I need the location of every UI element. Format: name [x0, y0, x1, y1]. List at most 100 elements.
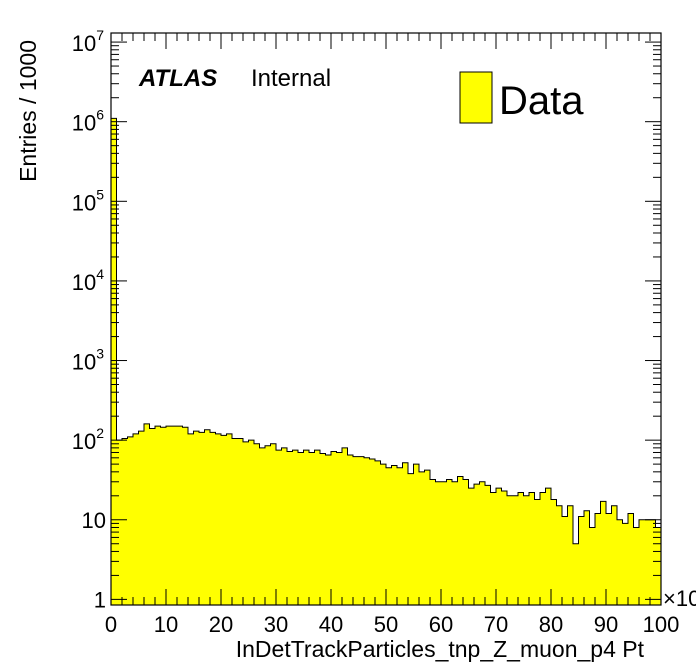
histogram-bar: [518, 492, 524, 605]
y-tick-label: 105: [72, 186, 104, 215]
histogram-bar: [336, 452, 343, 605]
histogram-bar: [149, 428, 156, 605]
histogram-bar: [501, 490, 508, 605]
histogram-bar: [314, 450, 321, 605]
histogram-bar: [254, 443, 260, 605]
histogram-bar: [551, 499, 557, 605]
histogram-bar: [369, 458, 376, 605]
histogram-bar: [567, 505, 574, 605]
x-tick-label: 60: [429, 612, 453, 637]
histogram-bar: [496, 488, 502, 605]
histogram-bar: [606, 513, 612, 605]
histogram-bar: [562, 516, 568, 605]
histogram-bar: [595, 513, 601, 605]
histogram-bar: [204, 429, 211, 605]
histogram-bar: [320, 453, 326, 605]
histogram-bar: [589, 527, 596, 605]
histogram-bar: [380, 464, 387, 605]
histogram-bar: [138, 431, 145, 605]
histogram-bar: [270, 443, 277, 605]
histogram-bars: [111, 118, 662, 606]
histogram-bar: [446, 479, 453, 605]
histogram-bar: [435, 481, 442, 605]
histogram-bar: [166, 426, 172, 605]
x-tick-label: 10: [154, 612, 178, 637]
histogram-bar: [622, 523, 629, 605]
histogram-bar: [397, 467, 403, 605]
x-tick-label: 80: [539, 612, 563, 637]
histogram-bar: [160, 427, 167, 605]
histogram-bar: [287, 451, 293, 605]
y-tick-label: 10: [82, 508, 106, 533]
histogram-bar: [430, 479, 436, 605]
histogram-bar: [617, 519, 623, 605]
histogram-bar: [303, 450, 310, 605]
y-tick-label: 106: [72, 107, 104, 136]
histogram-bar: [578, 516, 585, 605]
histogram-bar: [281, 447, 288, 605]
histogram-bar: [463, 479, 469, 605]
histogram-bar: [391, 465, 398, 605]
histogram-bar: [452, 481, 458, 605]
histogram-bar: [325, 455, 332, 605]
histogram-bar: [507, 495, 513, 605]
histogram-bar: [298, 452, 304, 605]
histogram-bar: [358, 456, 365, 605]
histogram-bar: [512, 495, 519, 605]
histogram-bar: [248, 440, 255, 605]
histogram-bar: [342, 447, 348, 605]
histogram-bar: [639, 519, 645, 605]
histogram-bar: [364, 457, 370, 605]
histogram-bar: [402, 462, 409, 605]
histogram-bar: [413, 464, 420, 605]
histogram-bar: [529, 492, 535, 605]
legend: Data: [459, 71, 584, 124]
histogram-bar: [243, 441, 249, 605]
histogram-bar: [259, 447, 266, 605]
histogram-bar: [155, 426, 161, 605]
histogram-bar: [628, 513, 634, 605]
histogram-bar: [408, 473, 414, 605]
histogram-bar: [584, 510, 590, 605]
histogram-bar: [353, 456, 359, 605]
histogram-bar: [540, 492, 546, 605]
histogram-bar: [655, 527, 662, 605]
histogram-bar: [133, 433, 139, 605]
histogram-bar: [111, 118, 117, 606]
x-tick-label: 40: [319, 612, 343, 637]
histogram-bar: [441, 481, 447, 605]
histogram-bar: [122, 438, 128, 605]
x-tick-label: 0: [105, 612, 117, 637]
y-tick-label: 103: [72, 346, 104, 375]
histogram-bar: [490, 492, 497, 605]
histogram-bar: [523, 495, 530, 605]
x-tick-labels: 0 10 20 30 40 50 60 70 80 90 100: [105, 612, 679, 637]
legend-swatch-data: [459, 71, 493, 124]
histogram-bar: [479, 481, 486, 605]
histogram-bar: [573, 543, 579, 605]
atlas-label: ATLAS: [138, 65, 217, 92]
histogram-bar: [232, 438, 238, 605]
histogram-bar: [182, 427, 189, 605]
histogram-bar: [309, 452, 315, 605]
x-tick-label: 30: [264, 612, 288, 637]
histogram-bar: [177, 426, 183, 605]
y-tick-labels: 1 10 102 103 104 105 106 107: [72, 27, 106, 612]
histogram-bar: [188, 433, 194, 605]
histogram-bar: [226, 433, 233, 605]
histogram-bar: [347, 455, 354, 605]
histogram-bar: [292, 450, 299, 605]
histogram-bar: [545, 488, 552, 605]
axis-ticks: [110, 33, 662, 605]
histogram-bar: [237, 438, 244, 605]
histogram-bar: [276, 450, 282, 605]
histogram-bar: [633, 527, 640, 605]
x-tick-label: 90: [594, 612, 618, 637]
x-tick-label: 50: [374, 612, 398, 637]
histogram-bar: [650, 519, 656, 605]
y-tick-label: 107: [72, 27, 104, 56]
histogram-bar: [485, 485, 491, 605]
y-tick-label: 1: [94, 587, 106, 612]
histogram-bar: [215, 433, 222, 605]
